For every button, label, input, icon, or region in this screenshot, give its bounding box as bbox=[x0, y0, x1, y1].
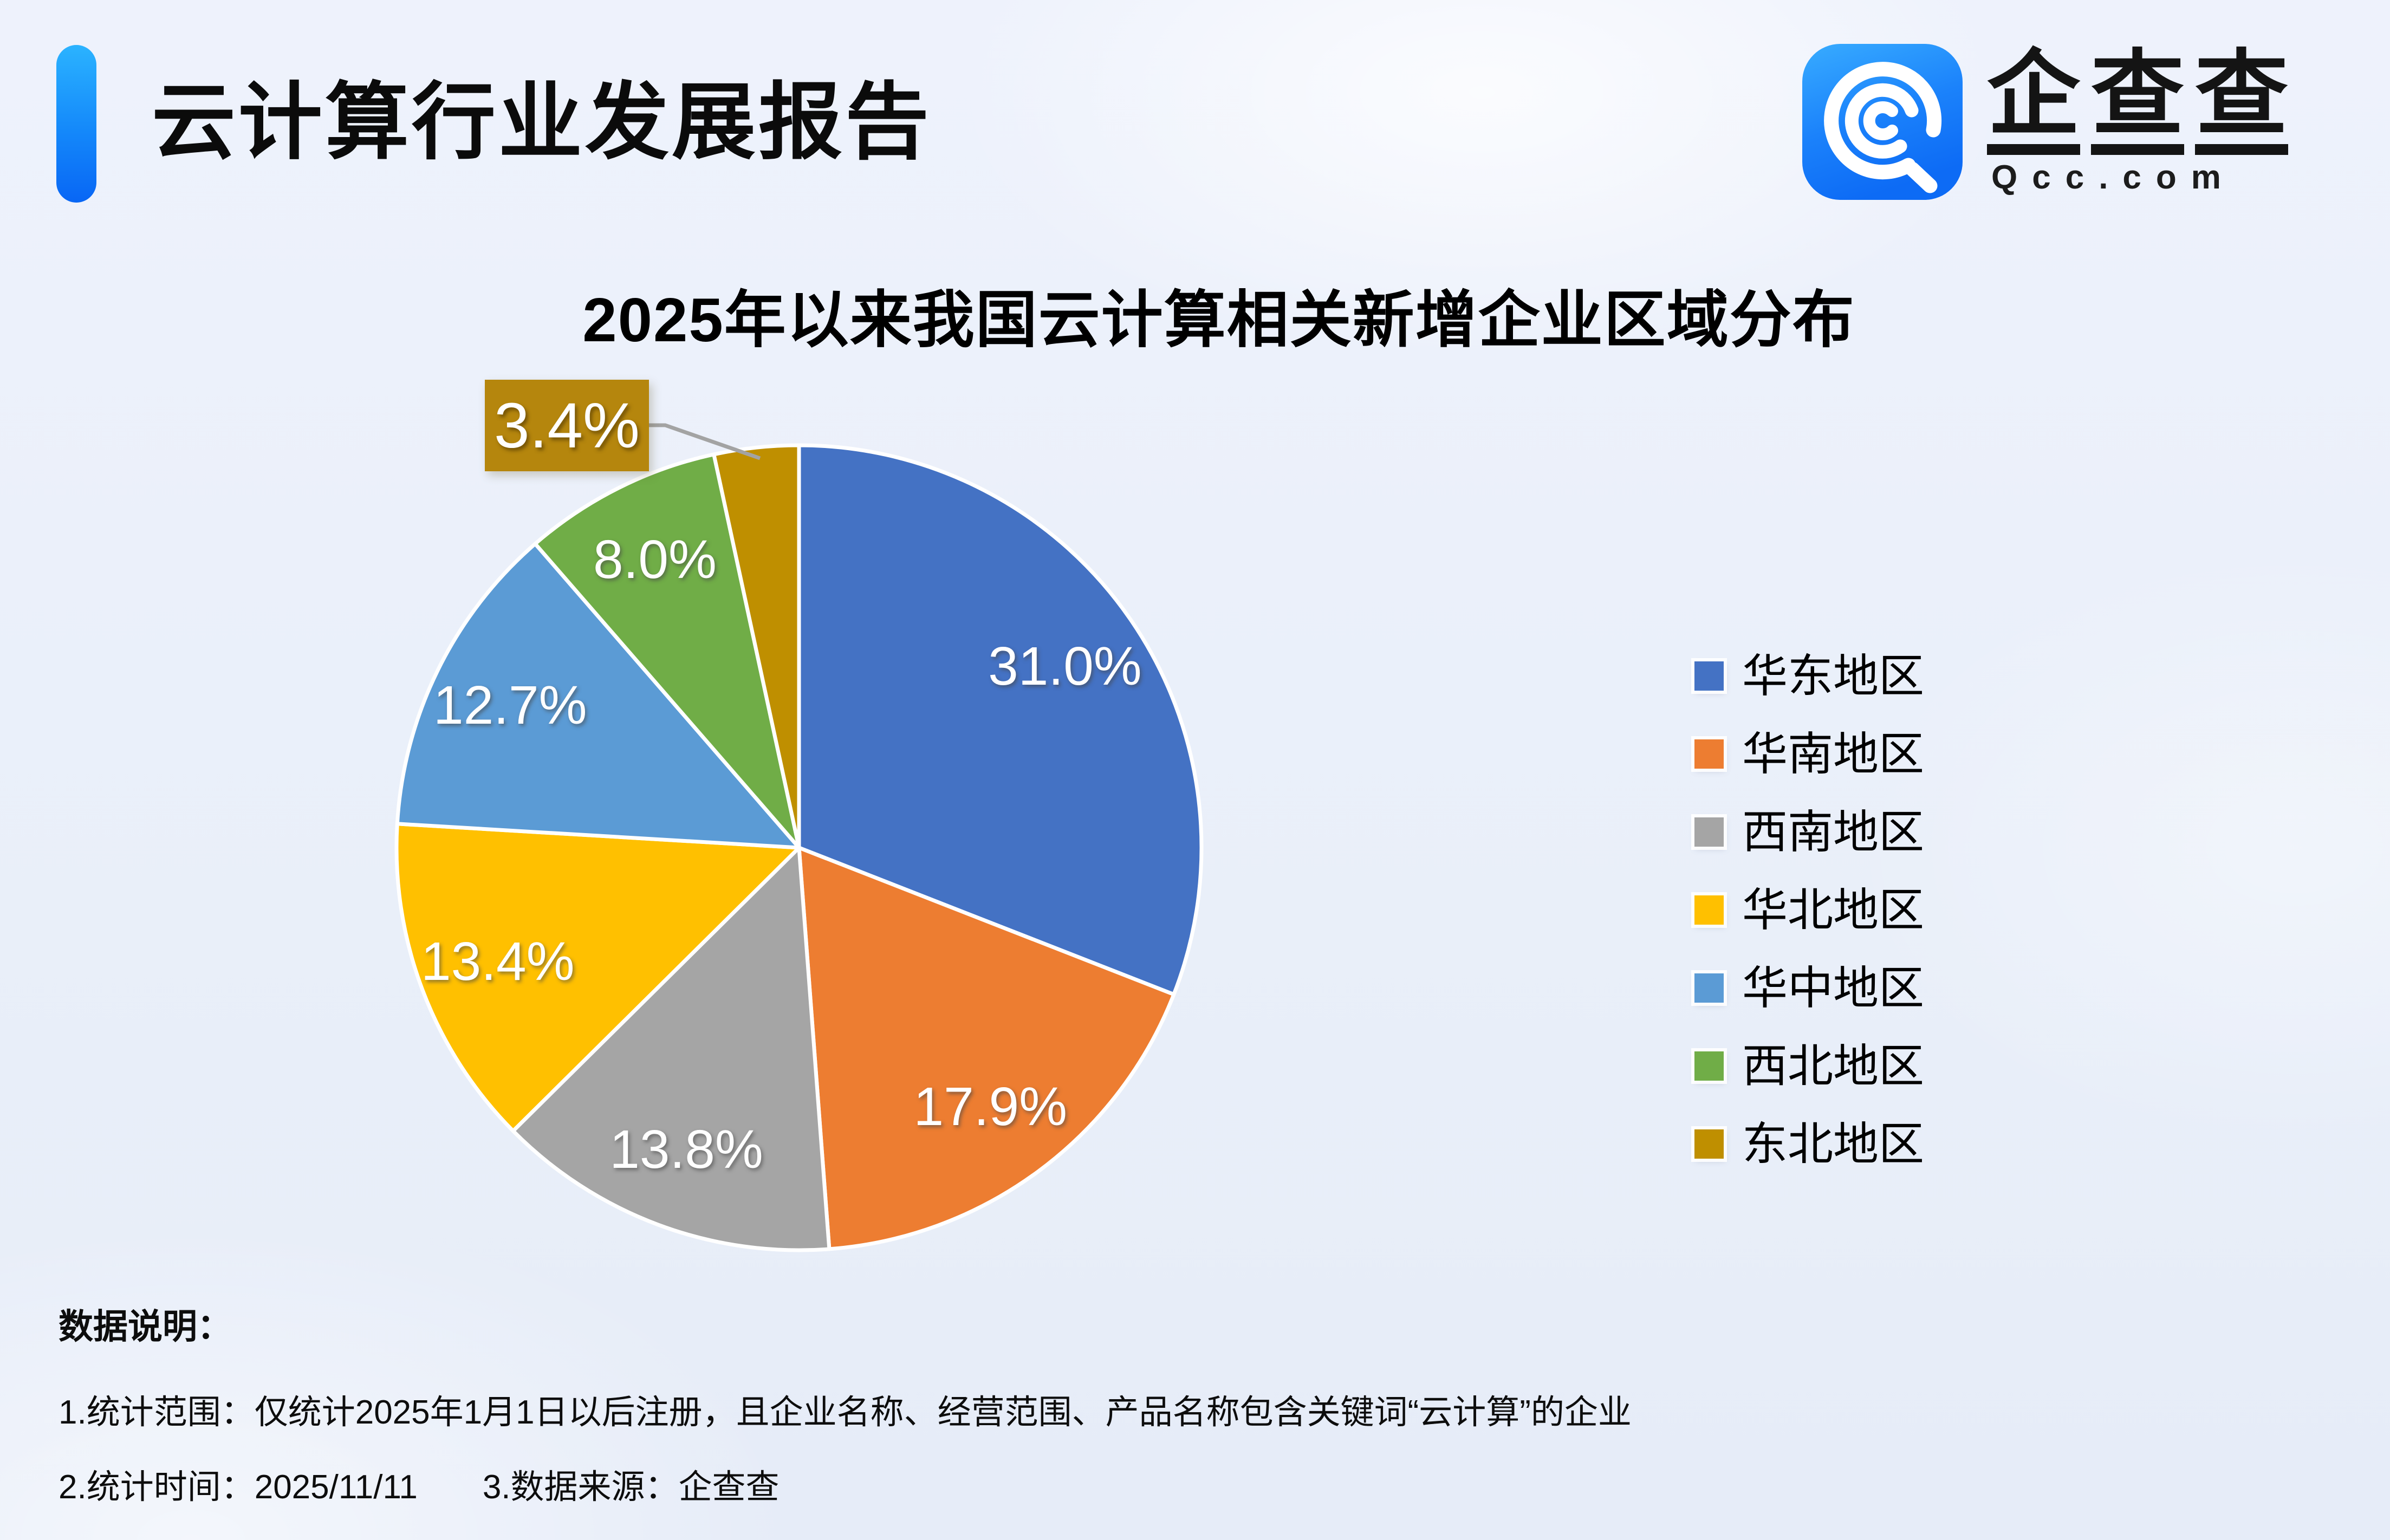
pie-slice-华中地区 bbox=[395, 542, 801, 850]
qcc-icon-spiral bbox=[1824, 62, 1942, 193]
legend-item-西北地区: 西北地区 bbox=[1694, 1027, 1924, 1105]
slice-label-华东地区: 31.0% bbox=[988, 635, 1142, 697]
legend-swatch bbox=[1694, 739, 1724, 769]
legend-swatch bbox=[1694, 1129, 1724, 1159]
legend-swatch bbox=[1694, 973, 1724, 1003]
callout-label-northeast: 3.4% bbox=[485, 380, 649, 471]
legend-swatch bbox=[1694, 817, 1724, 847]
legend-label: 华中地区 bbox=[1742, 963, 1925, 1013]
legend-item-西南地区: 西南地区 bbox=[1694, 793, 1924, 871]
logo-char: 查 bbox=[2091, 48, 2184, 155]
note-line-2: 2.统计时间：2025/11/11 3.数据来源：企查查 bbox=[59, 1459, 780, 1508]
qcc-logo-domain: Qcc.com bbox=[1991, 159, 2236, 196]
page-title: 云计算行业发展报告 bbox=[152, 75, 932, 169]
legend-label: 西北地区 bbox=[1742, 1041, 1925, 1091]
legend-item-华中地区: 华中地区 bbox=[1694, 949, 1924, 1027]
note-source: 3.数据来源：企查查 bbox=[482, 1468, 780, 1506]
slice-label-西北地区: 8.0% bbox=[593, 529, 717, 590]
slice-label-华南地区: 17.9% bbox=[913, 1076, 1068, 1138]
legend-swatch bbox=[1694, 895, 1724, 925]
pie-slice-东北地区 bbox=[712, 443, 801, 850]
slice-label-华中地区: 12.7% bbox=[433, 675, 587, 736]
pie-slices bbox=[394, 443, 1204, 1252]
legend-label: 西南地区 bbox=[1742, 807, 1925, 857]
legend-swatch bbox=[1694, 1051, 1724, 1081]
header-accent-bar bbox=[56, 45, 96, 203]
qcc-logo-icon bbox=[1802, 44, 1963, 200]
logo-char: 企 bbox=[1987, 48, 2080, 155]
callout-leader-line bbox=[649, 423, 761, 460]
logo-char: 查 bbox=[2195, 48, 2288, 155]
chart-title: 2025年以来我国云计算相关新增企业区域分布 bbox=[582, 286, 1855, 355]
pie-slice-华南地区 bbox=[797, 846, 1176, 1251]
pie-chart bbox=[394, 423, 1204, 1252]
slice-label-西南地区: 13.8% bbox=[609, 1119, 763, 1180]
slice-label-华北地区: 13.4% bbox=[421, 931, 575, 992]
legend-item-华北地区: 华北地区 bbox=[1694, 871, 1924, 949]
notes-heading: 数据说明： bbox=[59, 1307, 232, 1346]
legend: 华东地区华南地区西南地区华北地区华中地区西北地区东北地区 bbox=[1694, 637, 1924, 1183]
qcc-logo-wordmark: 企查查 bbox=[1987, 48, 2288, 155]
legend-item-华东地区: 华东地区 bbox=[1694, 637, 1924, 715]
legend-label: 华东地区 bbox=[1742, 651, 1925, 701]
legend-label: 华南地区 bbox=[1742, 729, 1925, 779]
note-stat-time: 2.统计时间：2025/11/11 bbox=[59, 1468, 418, 1506]
legend-item-东北地区: 东北地区 bbox=[1694, 1105, 1924, 1183]
pie-slice-华北地区 bbox=[394, 822, 801, 1133]
pie-slice-西北地区 bbox=[533, 452, 801, 850]
legend-swatch bbox=[1694, 661, 1724, 691]
legend-item-华南地区: 华南地区 bbox=[1694, 715, 1924, 793]
pie-slice-西南地区 bbox=[511, 846, 832, 1252]
pie-slice-华东地区 bbox=[797, 443, 1204, 997]
note-scope: 1.统计范围：仅统计2025年1月1日以后注册，且企业名称、经营范围、产品名称包… bbox=[59, 1394, 1632, 1431]
legend-label: 华北地区 bbox=[1742, 885, 1925, 935]
legend-label: 东北地区 bbox=[1742, 1119, 1925, 1169]
